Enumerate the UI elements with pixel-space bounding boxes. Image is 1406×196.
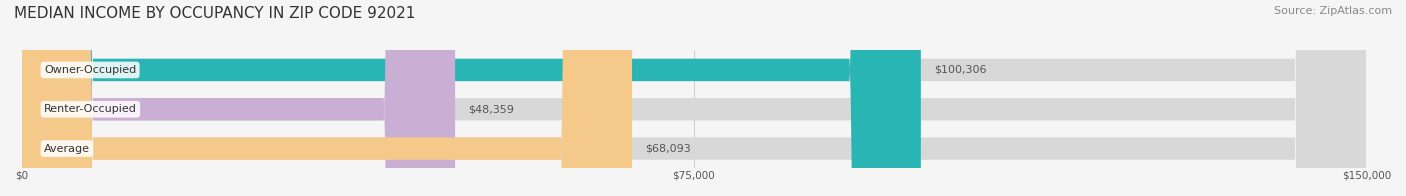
Text: $48,359: $48,359 <box>468 104 515 114</box>
FancyBboxPatch shape <box>21 0 1367 196</box>
Text: Owner-Occupied: Owner-Occupied <box>44 65 136 75</box>
FancyBboxPatch shape <box>21 0 456 196</box>
FancyBboxPatch shape <box>21 0 1367 196</box>
Text: $100,306: $100,306 <box>935 65 987 75</box>
Text: Source: ZipAtlas.com: Source: ZipAtlas.com <box>1274 6 1392 16</box>
Text: Average: Average <box>44 143 90 153</box>
FancyBboxPatch shape <box>21 0 921 196</box>
Text: Renter-Occupied: Renter-Occupied <box>44 104 136 114</box>
Text: MEDIAN INCOME BY OCCUPANCY IN ZIP CODE 92021: MEDIAN INCOME BY OCCUPANCY IN ZIP CODE 9… <box>14 6 415 21</box>
Text: $68,093: $68,093 <box>645 143 692 153</box>
FancyBboxPatch shape <box>21 0 633 196</box>
FancyBboxPatch shape <box>21 0 1367 196</box>
